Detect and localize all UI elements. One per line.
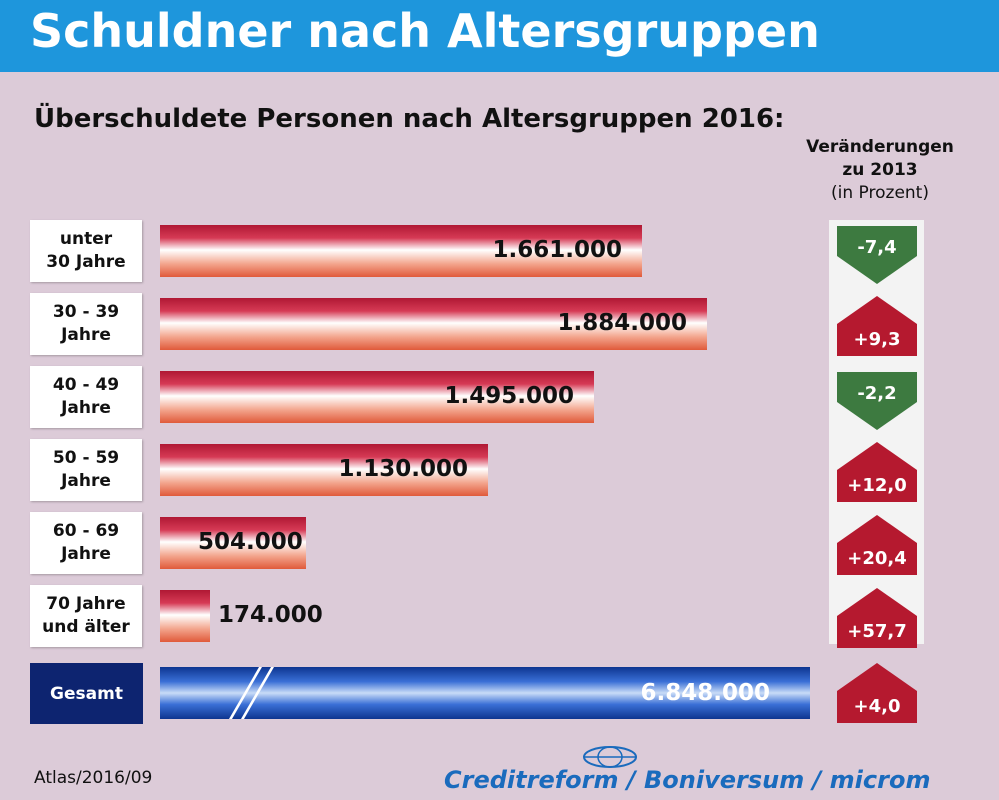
decrease-indicator: -7,4 [837, 226, 917, 284]
bar [160, 444, 488, 496]
bar-value-label: 174.000 [218, 602, 323, 628]
category-label-box: 70 Jahre und älter [30, 585, 142, 647]
category-label-box: unter 30 Jahre [30, 220, 142, 282]
category-label-box: 50 - 59 Jahre [30, 439, 142, 501]
change-label: +20,4 [847, 548, 907, 569]
change-label: -2,2 [857, 383, 896, 404]
category-label: unter 30 Jahre [46, 229, 126, 272]
increase-indicator: +20,4 [837, 515, 917, 575]
category-label-box: 60 - 69 Jahre [30, 512, 142, 574]
source-note: Atlas/2016/09 [34, 768, 153, 788]
total-label-box: Gesamt [30, 663, 143, 724]
indicator-arrow [837, 296, 917, 356]
indicator-arrow [837, 226, 917, 284]
bar-value-label: 504.000 [198, 529, 303, 555]
indicator-arrow [837, 372, 917, 430]
brand-logo: Creditreform / Boniversum / microm [444, 766, 931, 794]
total-label: Gesamt [50, 683, 123, 704]
chart-subtitle: Überschuldete Personen nach Altersgruppe… [34, 104, 785, 134]
header-banner: Schuldner nach Altersgruppen [0, 0, 999, 72]
total-value-label: 6.848.000 [640, 680, 771, 706]
globe-logo-icon [583, 746, 637, 768]
change-label: +12,0 [847, 475, 907, 496]
increase-indicator: +57,7 [837, 588, 917, 648]
change-label: -7,4 [857, 237, 896, 258]
bar-value-label: 1.130.000 [338, 456, 469, 482]
change-header-line3: (in Prozent) [831, 183, 929, 203]
change-label: +9,3 [854, 329, 901, 350]
category-label-box: 30 - 39 Jahre [30, 293, 142, 355]
category-label-box: 40 - 49 Jahre [30, 366, 142, 428]
change-label: +57,7 [847, 621, 907, 642]
category-label: 60 - 69 Jahre [52, 521, 120, 564]
indicator-arrow [837, 588, 917, 648]
category-label: 50 - 59 Jahre [52, 448, 120, 491]
bar [160, 590, 210, 642]
decrease-indicator: -2,2 [837, 372, 917, 430]
bar-value-label: 1.495.000 [444, 383, 575, 409]
increase-indicator: +4,0 [837, 663, 917, 723]
page-title: Schuldner nach Altersgruppen [30, 4, 820, 58]
bar-value-label: 1.884.000 [557, 310, 688, 336]
bar [160, 298, 707, 350]
bar [160, 517, 306, 569]
bar-value-label: 1.661.000 [492, 237, 623, 263]
indicator-arrow [837, 663, 917, 723]
indicator-arrow [837, 515, 917, 575]
bar [160, 371, 594, 423]
indicator-arrow [837, 442, 917, 502]
increase-indicator: +12,0 [837, 442, 917, 502]
bar [160, 225, 642, 277]
increase-indicator: +9,3 [837, 296, 917, 356]
total-bar [160, 667, 810, 719]
change-header-line1: Veränderungen [806, 137, 954, 157]
change-label: +4,0 [854, 696, 901, 717]
category-label: 40 - 49 Jahre [52, 375, 120, 418]
category-label: 70 Jahre und älter [42, 594, 130, 637]
change-column-header: Veränderungen zu 2013 (in Prozent) [785, 136, 975, 205]
category-label: 30 - 39 Jahre [52, 302, 120, 345]
change-header-line2: zu 2013 [842, 160, 918, 180]
